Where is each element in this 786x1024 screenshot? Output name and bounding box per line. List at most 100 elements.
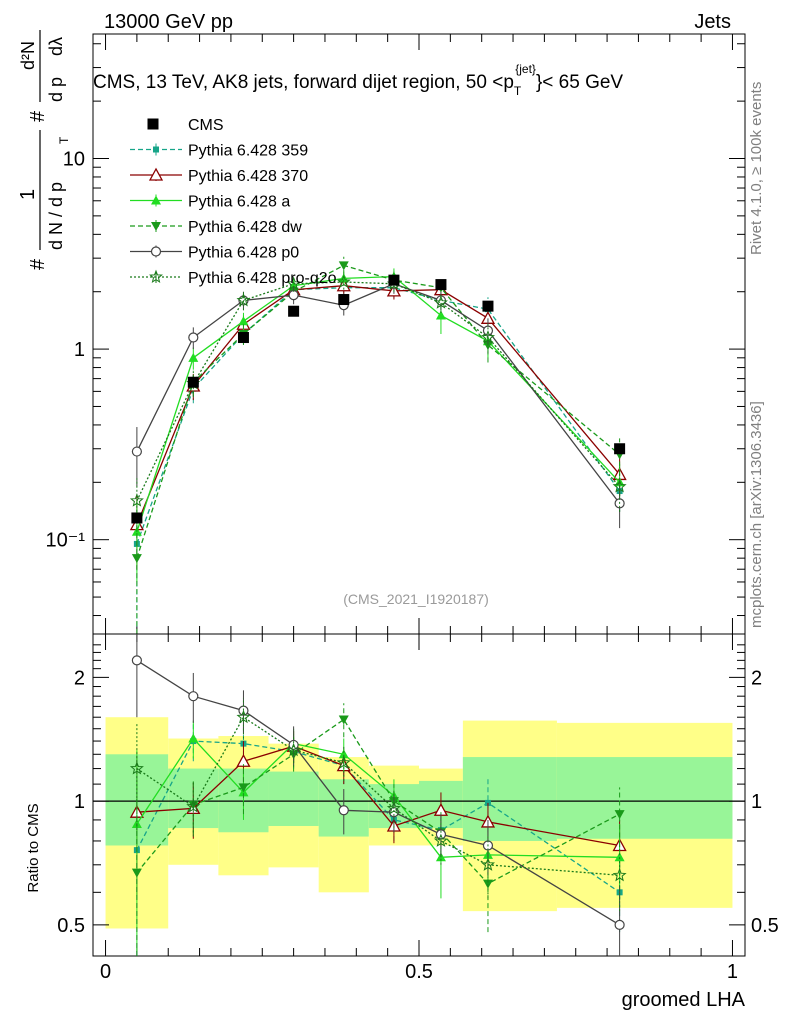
series-cms — [131, 274, 626, 524]
data-point — [236, 753, 251, 767]
data-point — [338, 294, 350, 306]
data-point — [433, 833, 448, 847]
data-point — [286, 742, 301, 757]
data-point — [288, 289, 299, 301]
data-point — [435, 279, 447, 291]
legend-marker — [150, 246, 162, 257]
series-pythia-6-428-359 — [133, 278, 623, 627]
legend-label: Pythia 6.428 359 — [188, 143, 308, 160]
legend-item: CMS — [147, 117, 224, 134]
legend-marker — [147, 118, 159, 130]
data-point — [186, 799, 201, 813]
series-pythia-6-428-pro-q2o — [129, 274, 627, 532]
legend-marker — [149, 269, 163, 284]
legend-marker — [148, 167, 164, 181]
y-title-hash2: # — [27, 110, 49, 122]
legend-marker — [151, 222, 161, 231]
x-tick-label: 0.5 — [405, 961, 433, 983]
title-sub: T — [514, 84, 522, 98]
series-pythia-6-428-p0 — [131, 274, 625, 529]
ratio-panel: 2 2 1 1 0.5 0.5 0 0.5 1 — [57, 633, 779, 983]
data-point — [187, 376, 199, 388]
y-tick-label: 1 — [751, 791, 762, 813]
legend-item: Pythia 6.428 a — [130, 194, 290, 211]
data-point — [238, 316, 249, 326]
legend-marker — [153, 146, 159, 153]
data-point — [435, 310, 446, 320]
data-point — [236, 293, 251, 307]
data-point — [129, 761, 144, 775]
data-point — [336, 274, 351, 288]
y-tick-label: 2 — [74, 667, 85, 689]
data-point — [614, 919, 625, 930]
legend-item: Pythia 6.428 p0 — [130, 245, 299, 262]
data-point — [481, 330, 496, 344]
series-line — [136, 264, 621, 559]
series-pythia-6-428-a — [131, 268, 625, 582]
uncertainty-band-inner — [268, 771, 319, 826]
title-sup: {jet} — [515, 62, 536, 76]
data-point — [131, 655, 142, 666]
legend-label: Pythia 6.428 dw — [188, 219, 302, 236]
rivet-label: Rivet 4.1.0, ≥ 100k events — [748, 82, 765, 255]
y-title-one: 1 — [17, 189, 39, 200]
legend: CMS Pythia 6.428 359 Pythia 6.428 370 Pythi… — [130, 117, 337, 287]
x-axis-title: groomed LHA — [622, 989, 746, 1011]
data-point — [238, 783, 249, 793]
y-title-dl: dλ — [46, 37, 66, 56]
y-tick-label: 0.5 — [751, 915, 779, 937]
legend-item: Pythia 6.428 pro-q2o — [130, 269, 337, 287]
data-point — [338, 261, 349, 271]
y-tick-label: 2 — [751, 667, 762, 689]
legend-label: CMS — [188, 117, 224, 134]
data-point — [131, 446, 142, 457]
data-point — [129, 493, 144, 507]
uncertainty-band-inner — [556, 757, 733, 839]
data-point — [338, 715, 349, 725]
series-pythia-6-428-dw — [131, 256, 625, 634]
data-point — [131, 554, 142, 564]
data-point — [288, 305, 300, 317]
chart-title: CMS, 13 TeV, AK8 jets, forward dijet reg… — [93, 62, 623, 98]
title-end: }< 65 GeV — [536, 72, 623, 93]
main-y-axis-title: # 1 d N / d p T # d²N d p dλ — [17, 30, 71, 270]
data-point — [188, 332, 199, 343]
data-point — [482, 300, 494, 312]
header-left: 13000 GeV pp — [104, 11, 233, 33]
legend-marker — [151, 195, 161, 205]
y-tick-label: 1 — [74, 791, 85, 813]
legend-label: Pythia 6.428 p0 — [188, 245, 299, 262]
data-point — [237, 332, 249, 344]
ratio-y-axis-title: Ratio to CMS — [25, 803, 42, 892]
data-point — [482, 879, 493, 889]
y-tick-label: 10 — [63, 148, 85, 170]
data-point — [131, 512, 143, 524]
y-title-dn: d N / d p — [46, 182, 66, 250]
ratio-series-pythia-6-428-p0 — [131, 634, 625, 956]
data-point — [336, 755, 351, 769]
data-point — [614, 443, 626, 455]
uncertainty-band-inner — [462, 757, 557, 841]
data-point — [338, 805, 349, 816]
y-title-hash: # — [27, 258, 49, 270]
data-point — [481, 857, 496, 871]
y-title-num: d²N — [18, 41, 38, 70]
data-point — [614, 852, 625, 862]
data-point — [286, 276, 301, 290]
x-tick-label: 1 — [727, 961, 738, 983]
data-point — [433, 295, 448, 309]
data-point — [386, 801, 401, 815]
data-point — [614, 810, 625, 820]
legend-label: Pythia 6.428 pro-q2o — [188, 270, 337, 287]
title-main: CMS, 13 TeV, AK8 jets, forward dijet reg… — [93, 72, 514, 93]
data-point — [338, 749, 349, 759]
y-title-t: T — [57, 136, 71, 144]
legend-item: Pythia 6.428 359 — [130, 143, 308, 160]
y-title-den: d p — [46, 77, 66, 102]
mcplots-label: mcplots.cern.ch [arXiv:1306.3436] — [748, 401, 765, 628]
data-point — [612, 867, 627, 882]
legend-item: Pythia 6.428 370 — [130, 167, 308, 185]
ratio-series-pythia-6-428-pro-q2o — [129, 698, 627, 912]
data-point — [236, 709, 251, 724]
